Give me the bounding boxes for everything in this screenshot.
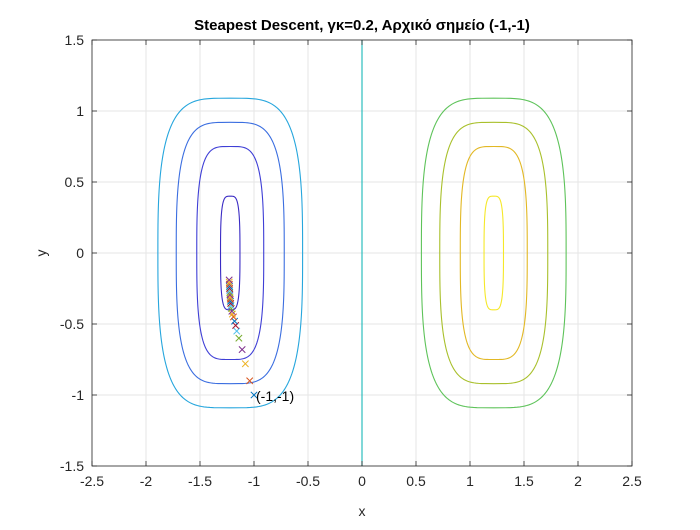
annotations: (-1,-1) bbox=[256, 388, 294, 404]
x-tick-label: -2.5 bbox=[80, 473, 104, 489]
ticks: -2.5 -2 -1.5 -1 -0.5 0 0.5 1 1.5 2 2.5 -1.5 -1 -0.5 0 0… bbox=[60, 32, 642, 489]
iterate-marker bbox=[231, 317, 239, 325]
iterate-marker bbox=[246, 377, 254, 385]
y-tick-label: -1.5 bbox=[60, 458, 84, 474]
contour-line bbox=[483, 195, 505, 311]
x-tick-label: 1 bbox=[466, 473, 474, 489]
iterate-marker bbox=[225, 278, 233, 286]
y-tick-label: -0.5 bbox=[60, 316, 84, 332]
y-tick-label: 1.5 bbox=[65, 32, 85, 48]
x-tick-label: -2 bbox=[140, 473, 153, 489]
x-tick-label: -1.5 bbox=[188, 473, 212, 489]
contour-line bbox=[420, 97, 567, 409]
y-tick-label: 1 bbox=[76, 103, 84, 119]
iterate-marker bbox=[232, 321, 240, 329]
contour-line bbox=[157, 97, 304, 409]
y-axis-label: y bbox=[33, 250, 49, 257]
y-tick-label: 0 bbox=[76, 245, 84, 261]
iterate-marker bbox=[241, 360, 249, 368]
iterate-markers bbox=[225, 276, 258, 399]
x-tick-label: 1.5 bbox=[514, 473, 534, 489]
iterate-marker bbox=[233, 327, 241, 335]
start-point-annotation: (-1,-1) bbox=[256, 388, 294, 404]
iterate-marker bbox=[238, 346, 246, 354]
x-tick-label: -0.5 bbox=[296, 473, 320, 489]
contour-line bbox=[175, 121, 285, 385]
iterate-marker bbox=[235, 334, 243, 342]
y-tick-label: -1 bbox=[72, 387, 85, 403]
x-tick-label: -1 bbox=[248, 473, 261, 489]
x-tick-label: 2 bbox=[574, 473, 582, 489]
contour-line bbox=[459, 145, 528, 361]
x-tick-label: 2.5 bbox=[622, 473, 642, 489]
iterate-marker bbox=[228, 310, 236, 318]
x-tick-label: 0.5 bbox=[406, 473, 426, 489]
contour-lines bbox=[157, 40, 567, 466]
contour-line bbox=[219, 195, 241, 311]
iterate-marker bbox=[250, 391, 258, 399]
iterate-marker bbox=[228, 307, 236, 315]
contour-line bbox=[439, 121, 549, 385]
y-tick-label: 0.5 bbox=[65, 174, 85, 190]
chart-title: Steapest Descent, γκ=0.2, Αρχικό σημείο … bbox=[194, 17, 530, 34]
iterate-marker bbox=[225, 276, 233, 284]
x-tick-label: 0 bbox=[358, 473, 366, 489]
contour-line bbox=[196, 145, 265, 361]
x-axis-label: x bbox=[359, 503, 366, 519]
